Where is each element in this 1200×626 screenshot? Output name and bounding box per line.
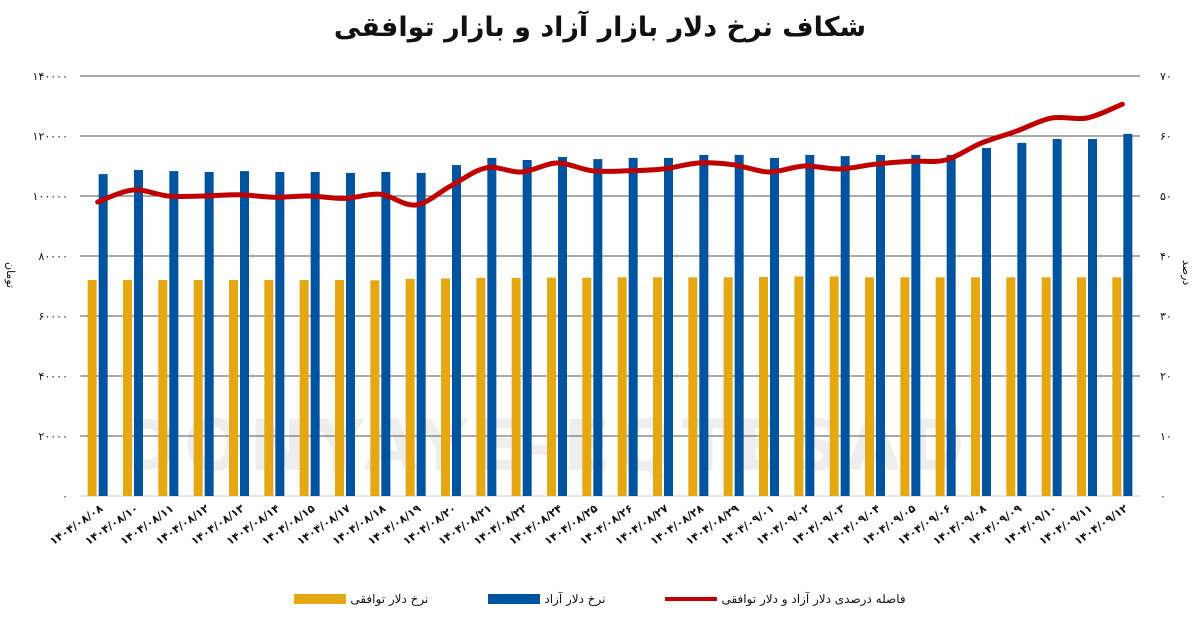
right-tick-label: ۲۰ (1160, 370, 1172, 383)
legend-swatch-agreed (294, 594, 347, 604)
bar-free-rate (1123, 133, 1133, 496)
left-tick-label: ۱۰۰۰۰۰ (33, 190, 68, 203)
left-tick-label: ۶۰۰۰۰ (38, 310, 68, 323)
bar-free-rate (770, 157, 779, 496)
legend-item-agreed: نرخ دلار توافقی (294, 592, 428, 606)
watermark-text: DONYAYE-EQTESAD (120, 405, 971, 487)
bar-free-rate (98, 174, 108, 496)
bar-agreed-rate (794, 276, 804, 496)
bar-agreed-rate (87, 280, 97, 496)
right-axis-ticks: ۰ ۱۰ ۲۰ ۳۰ ۴۰ ۵۰ ۶۰ ۷۰ (1160, 70, 1172, 503)
bar-agreed-rate (900, 277, 910, 496)
left-axis-title: تومان (4, 262, 17, 289)
bar-free-rate (240, 171, 249, 496)
legend-item-free: نرخ دلار آزاد (488, 592, 605, 606)
bar-free-rate (169, 171, 179, 496)
bar-free-rate (381, 172, 391, 496)
bar-free-rate (664, 157, 673, 496)
left-tick-label: ۱۴۰۰۰۰ (33, 70, 68, 83)
bar-agreed-rate (476, 277, 486, 496)
bar-free-rate (204, 172, 214, 496)
bar-free-rate (840, 156, 850, 496)
bar-free-rate (1088, 139, 1097, 496)
bar-agreed-rate (688, 277, 698, 496)
chart-title: شکاف نرخ دلار بازار آزاد و بازار توافقی (333, 12, 867, 43)
legend-label-gap: فاصله درصدی دلار آزاد و دلار توافقی (721, 592, 906, 606)
bar-agreed-rate (582, 277, 592, 496)
bar-agreed-rate (865, 277, 874, 496)
bar-agreed-rate (759, 277, 768, 496)
bar-agreed-rate (1041, 277, 1051, 496)
gap-percentage-line (95, 101, 1125, 208)
bar-free-rate (275, 172, 285, 496)
bar-free-rate (699, 154, 709, 496)
bar-free-rate (982, 148, 991, 496)
right-tick-label: ۴۰ (1160, 250, 1172, 263)
legend-label-free: نرخ دلار آزاد (544, 592, 606, 606)
legend-item-gap: فاصله درصدی دلار آزاد و دلار توافقی (665, 592, 906, 606)
right-tick-label: ۷۰ (1160, 70, 1172, 83)
bar-agreed-rate (617, 277, 627, 496)
bar-agreed-rate (370, 280, 380, 496)
bar-free-rate (134, 169, 143, 496)
left-tick-label: ۲۰۰۰۰ (38, 430, 68, 443)
bar-agreed-rate (405, 278, 415, 496)
right-tick-label: ۳۰ (1160, 310, 1172, 323)
bar-free-rate (522, 160, 532, 496)
legend-label-agreed: نرخ دلار توافقی (350, 592, 429, 606)
legend: فاصله درصدی دلار آزاد و دلار توافقی نرخ … (0, 592, 1200, 606)
bar-agreed-rate (299, 280, 309, 496)
left-tick-label: ۸۰۰۰۰ (38, 250, 68, 263)
left-tick-label: ۰ (62, 490, 68, 503)
bars (87, 133, 1133, 496)
bar-agreed-rate (1006, 277, 1016, 496)
bar-free-rate (558, 157, 567, 496)
bar-free-rate (946, 154, 956, 496)
bar-agreed-rate (723, 277, 733, 496)
bar-agreed-rate (547, 277, 556, 496)
watermark: DONYAYE-EQTESAD (120, 405, 971, 487)
legend-swatch-gap (665, 597, 718, 601)
bar-free-rate (911, 154, 921, 496)
bar-agreed-rate (335, 280, 344, 496)
bar-free-rate (805, 154, 815, 496)
bar-agreed-rate (829, 276, 839, 496)
bar-free-rate (416, 172, 426, 496)
right-tick-label: ۶۰ (1160, 130, 1172, 143)
bar-free-rate (628, 157, 638, 496)
right-tick-label: ۰ (1160, 490, 1166, 503)
right-axis-title: درصد (1180, 260, 1193, 286)
bar-free-rate (487, 157, 497, 496)
gap-line (95, 101, 1125, 208)
bar-free-rate (310, 172, 320, 496)
right-tick-label: ۵۰ (1160, 190, 1172, 203)
bar-free-rate (593, 159, 603, 496)
bar-agreed-rate (158, 280, 168, 496)
bar-agreed-rate (653, 277, 662, 496)
bar-free-rate (734, 154, 744, 496)
bar-agreed-rate (971, 277, 980, 496)
right-tick-label: ۱۰ (1160, 430, 1172, 443)
bar-agreed-rate (229, 280, 238, 496)
bar-agreed-rate (123, 280, 132, 496)
left-axis-ticks: ۰ ۲۰۰۰۰ ۴۰۰۰۰ ۶۰۰۰۰ ۸۰۰۰۰ ۱۰۰۰۰۰ ۱۲۰۰۰۰ ۱۴۰۰۰۰ (33, 70, 68, 503)
bar-agreed-rate (264, 280, 274, 496)
bar-free-rate (1052, 139, 1062, 496)
bar-free-rate (1017, 142, 1027, 496)
left-tick-label: ۱۲۰۰۰۰ (33, 130, 68, 143)
bar-free-rate (346, 172, 355, 496)
bar-agreed-rate (511, 277, 521, 496)
left-tick-label: ۴۰۰۰۰ (38, 370, 68, 383)
bar-agreed-rate (935, 277, 945, 496)
x-axis-labels: ۱۴۰۴/۰۸/۰۸۱۴۰۴/۰۸/۱۰۱۴۰۴/۰۸/۱۱۱۴۰۴/۰۸/۱۲… (47, 502, 1130, 548)
bar-agreed-rate (1112, 277, 1122, 496)
bar-agreed-rate (193, 280, 203, 496)
bar-agreed-rate (1077, 277, 1086, 496)
bar-free-rate (452, 165, 461, 496)
legend-swatch-free (488, 594, 541, 604)
bar-agreed-rate (441, 278, 450, 496)
bar-free-rate (876, 154, 885, 496)
